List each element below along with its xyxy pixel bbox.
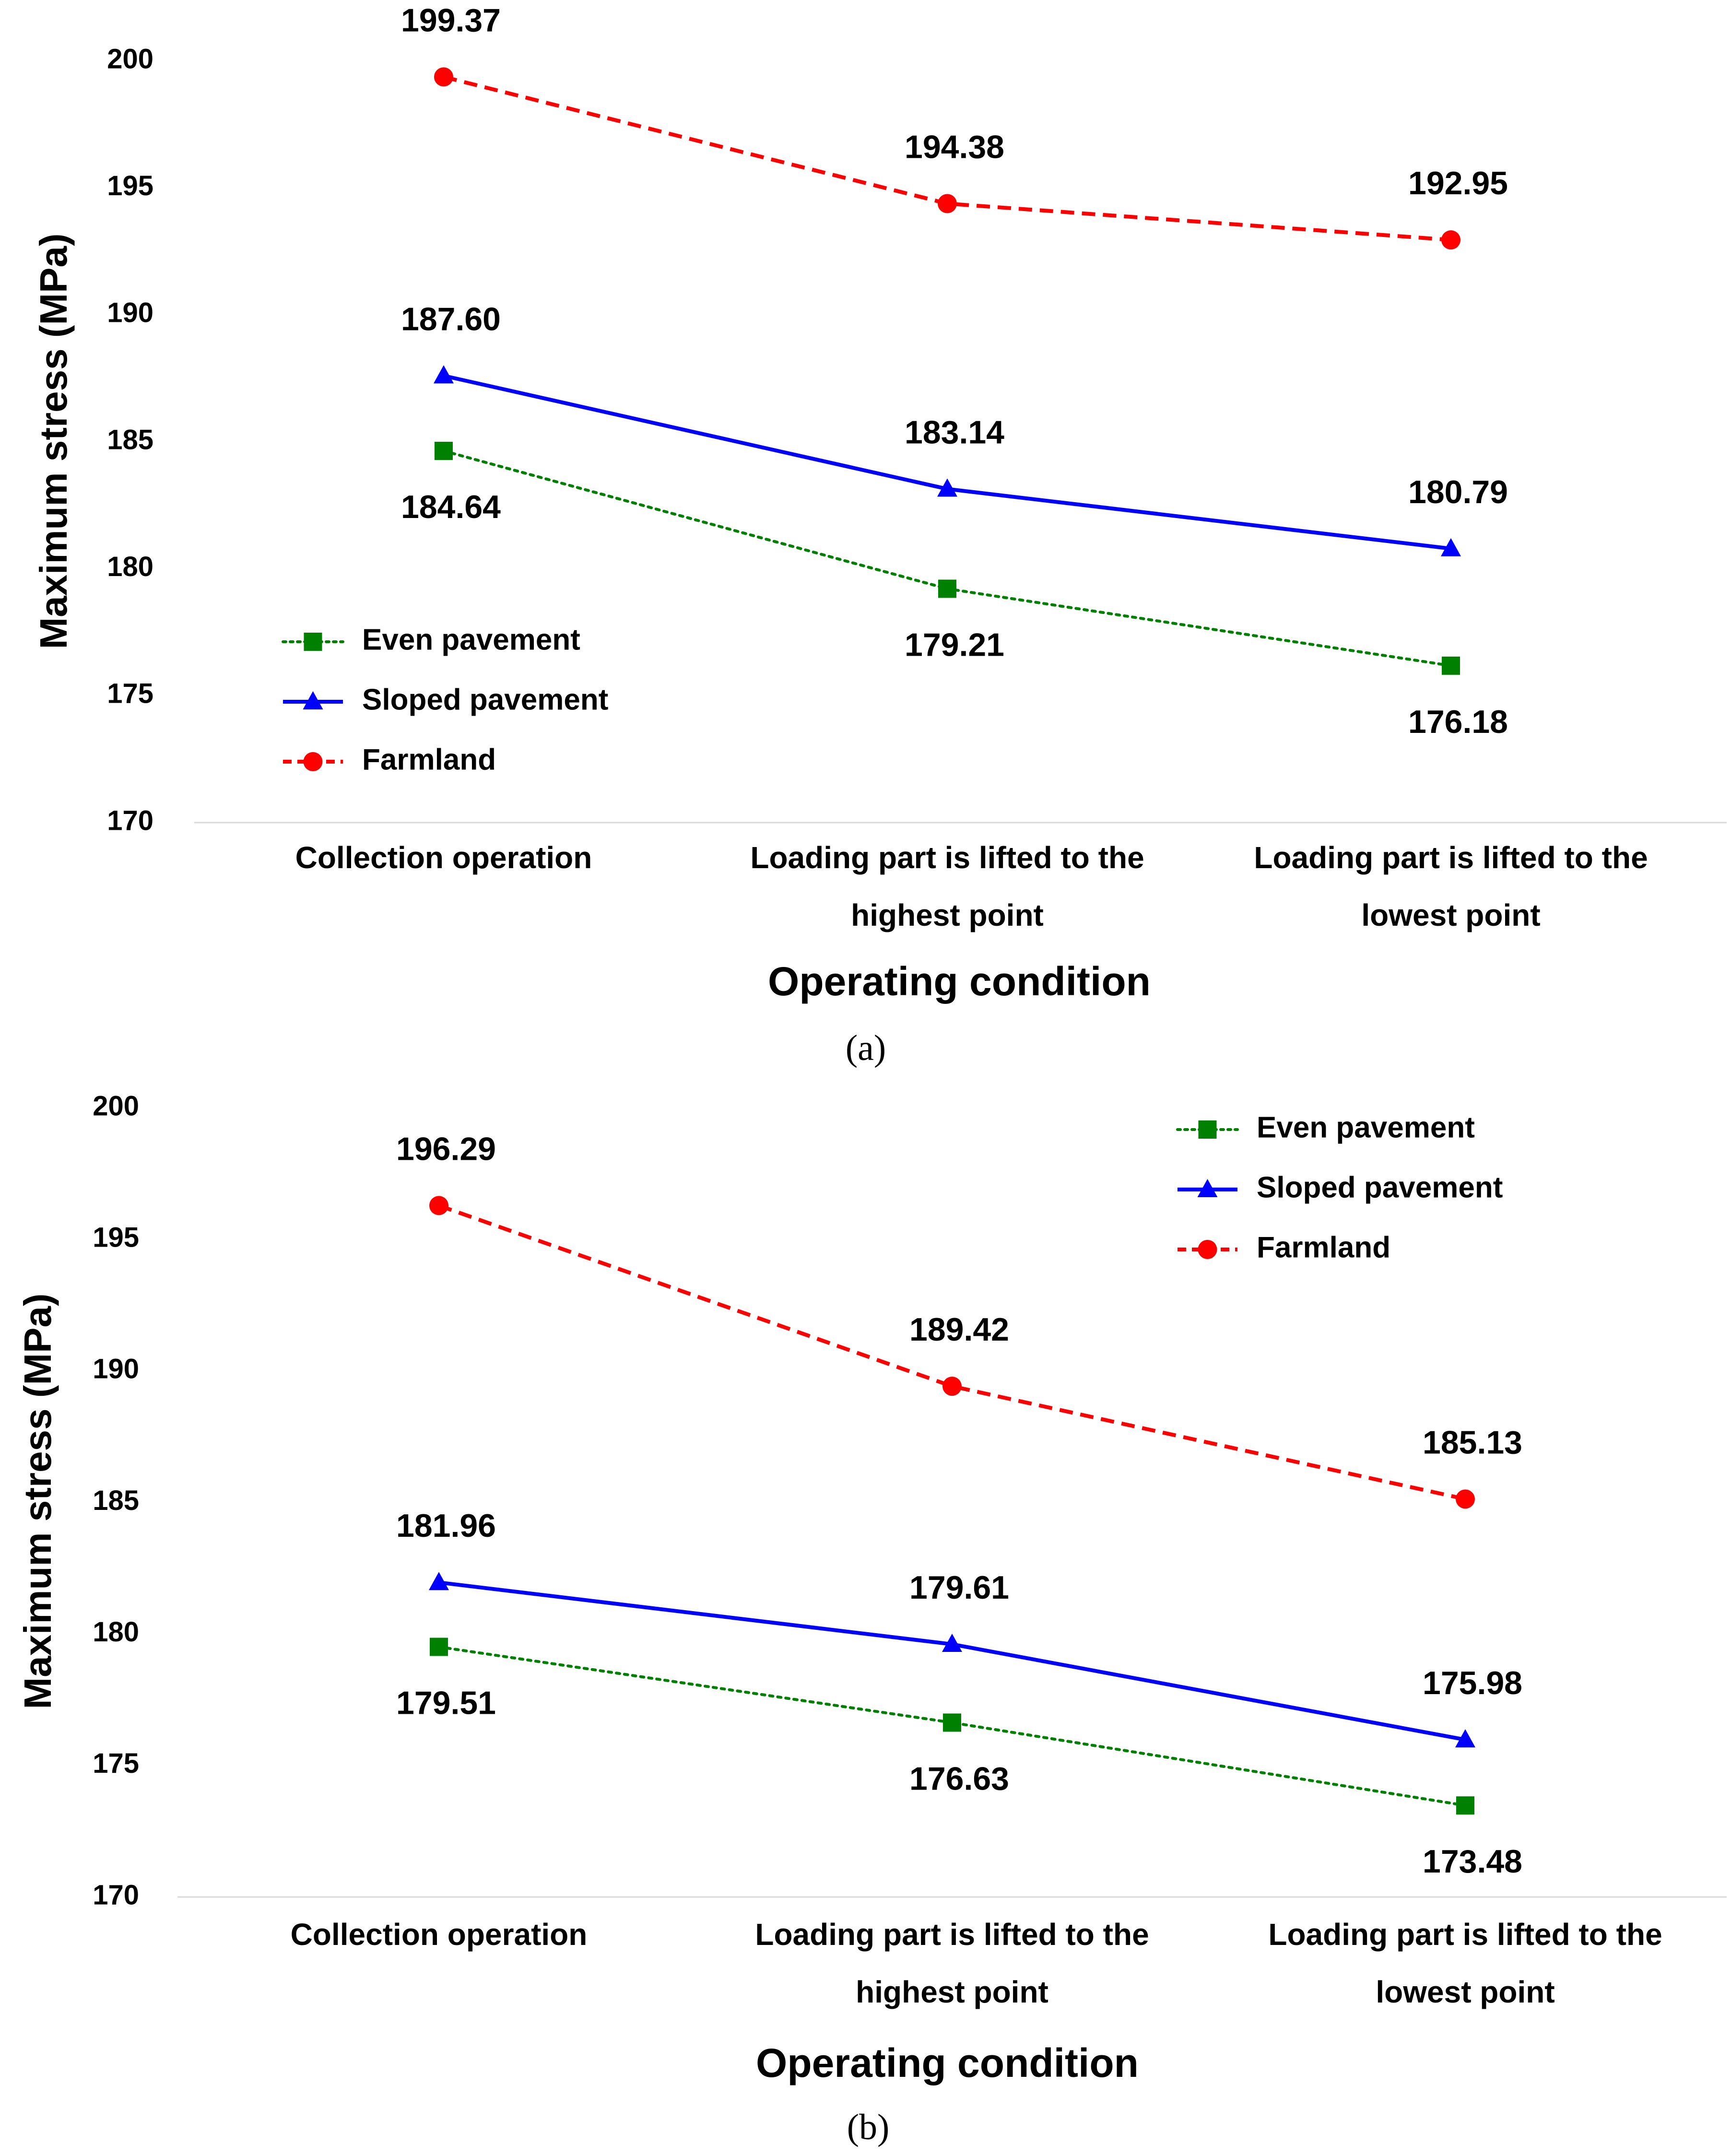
legend: Even pavement Sloped pavement Farmland — [282, 623, 608, 776]
x-category-label-3-line-2: lowest point — [1361, 898, 1540, 932]
data-point-even-pavement-2 — [943, 1713, 961, 1732]
x-category-label-2-line-1: Loading part is lifted to the — [755, 1917, 1149, 1952]
data-label-sloped-pavement-1: 187.60 — [401, 301, 501, 337]
data-label-sloped-pavement-1: 181.96 — [396, 1508, 496, 1544]
y-tick-label-185: 185 — [93, 1485, 139, 1516]
data-label-even-pavement-2: 179.21 — [905, 626, 1004, 663]
data-label-farmland-3: 192.95 — [1408, 165, 1508, 201]
data-label-farmland-2: 194.38 — [905, 129, 1004, 165]
legend-label-farmland: Farmland — [1257, 1231, 1390, 1264]
legend-label-farmland: Farmland — [362, 743, 496, 776]
y-tick-label-200: 200 — [107, 43, 153, 74]
data-label-even-pavement-3: 173.48 — [1423, 1843, 1522, 1880]
x-category-label-3-line-2: lowest point — [1376, 1975, 1554, 2009]
series-line-even-pavement — [437, 1645, 1467, 1807]
x-category-label-1-line-1: Collection operation — [295, 840, 592, 875]
x-category-label-3-line-1: Loading part is lifted to the — [1254, 840, 1648, 875]
legend-label-sloped-pavement: Sloped pavement — [1257, 1171, 1503, 1204]
data-point-farmland-3 — [1456, 1489, 1475, 1509]
legend-marker-even-pavement — [1198, 1120, 1217, 1139]
legend-marker-even-pavement — [304, 633, 322, 651]
data-label-even-pavement-1: 184.64 — [401, 489, 501, 525]
y-axis-title: Maximum stress (MPa) — [32, 234, 75, 649]
data-label-sloped-pavement-3: 180.79 — [1408, 474, 1508, 510]
data-label-farmland-3: 185.13 — [1423, 1424, 1522, 1461]
series-line-farmland — [438, 1203, 1466, 1501]
data-point-sloped-pavement-3 — [1441, 538, 1461, 556]
data-label-even-pavement-1: 179.51 — [396, 1685, 496, 1721]
data-point-farmland-1 — [429, 1196, 448, 1215]
y-tick-label-170: 170 — [107, 805, 153, 836]
data-label-sloped-pavement-3: 175.98 — [1423, 1665, 1522, 1701]
data-label-farmland-1: 196.29 — [396, 1131, 496, 1167]
x-category-label-1-line-1: Collection operation — [291, 1917, 588, 1952]
data-label-farmland-1: 199.37 — [401, 2, 501, 38]
data-point-farmland-2 — [942, 1377, 962, 1396]
y-tick-label-200: 200 — [93, 1090, 139, 1121]
legend-label-sloped-pavement: Sloped pavement — [362, 683, 608, 716]
legend-label-even-pavement: Even pavement — [362, 623, 580, 656]
y-tick-label-175: 175 — [107, 678, 153, 709]
chart-panel-b: 170 175 180 185 190 195 200 Maximum stress (MPa… — [16, 1090, 1727, 2147]
data-point-even-pavement-3 — [1456, 1796, 1474, 1815]
x-category-label-2-line-1: Loading part is lifted to the — [750, 840, 1144, 875]
data-label-farmland-2: 189.42 — [909, 1311, 1009, 1348]
chart-panel-a: 170 175 180 185 190 195 200 Maximum stress (MPa… — [32, 2, 1727, 1068]
panel-label: (b) — [847, 2107, 890, 2147]
data-point-farmland-1 — [434, 67, 453, 87]
y-tick-label-190: 190 — [93, 1354, 139, 1385]
data-point-sloped-pavement-1 — [434, 365, 454, 384]
data-point-sloped-pavement-3 — [1455, 1729, 1475, 1748]
data-point-farmland-3 — [1441, 230, 1460, 250]
data-label-even-pavement-2: 176.63 — [909, 1760, 1009, 1797]
data-point-even-pavement-1 — [430, 1638, 448, 1656]
panel-label: (a) — [846, 1028, 886, 1068]
x-category-label-3-line-1: Loading part is lifted to the — [1268, 1917, 1662, 1952]
data-point-sloped-pavement-2 — [937, 478, 957, 497]
x-category-label-2-line-2: highest point — [856, 1975, 1048, 2009]
y-tick-label-195: 195 — [107, 170, 153, 201]
y-tick-label-180: 180 — [93, 1616, 139, 1648]
x-axis-title: Operating condition — [756, 2040, 1139, 2085]
data-label-sloped-pavement-2: 179.61 — [909, 1569, 1009, 1606]
data-label-even-pavement-3: 176.18 — [1408, 704, 1508, 740]
x-category-label-2-line-2: highest point — [851, 898, 1044, 932]
legend-marker-farmland — [1198, 1240, 1217, 1259]
y-tick-label-190: 190 — [107, 297, 153, 329]
y-tick-label-180: 180 — [107, 551, 153, 582]
legend-label-even-pavement: Even pavement — [1257, 1111, 1475, 1144]
y-tick-label-185: 185 — [107, 424, 153, 455]
y-tick-label-195: 195 — [93, 1222, 139, 1253]
x-axis-title: Operating condition — [768, 959, 1151, 1004]
y-axis-title: Maximum stress (MPa) — [16, 1294, 59, 1709]
data-label-sloped-pavement-2: 183.14 — [905, 414, 1004, 450]
legend-marker-farmland — [303, 752, 323, 771]
legend-marker-sloped-pavement — [303, 691, 323, 709]
data-point-sloped-pavement-1 — [429, 1572, 449, 1590]
data-point-even-pavement-3 — [1442, 656, 1460, 675]
data-point-even-pavement-2 — [938, 579, 956, 598]
legend-marker-sloped-pavement — [1197, 1179, 1218, 1197]
data-point-even-pavement-1 — [435, 442, 453, 460]
data-point-sloped-pavement-2 — [942, 1634, 962, 1652]
data-point-farmland-2 — [938, 194, 957, 213]
legend: Even pavement Sloped pavement Farmland — [1176, 1111, 1503, 1264]
y-tick-label-170: 170 — [93, 1879, 139, 1910]
y-tick-label-175: 175 — [93, 1748, 139, 1779]
